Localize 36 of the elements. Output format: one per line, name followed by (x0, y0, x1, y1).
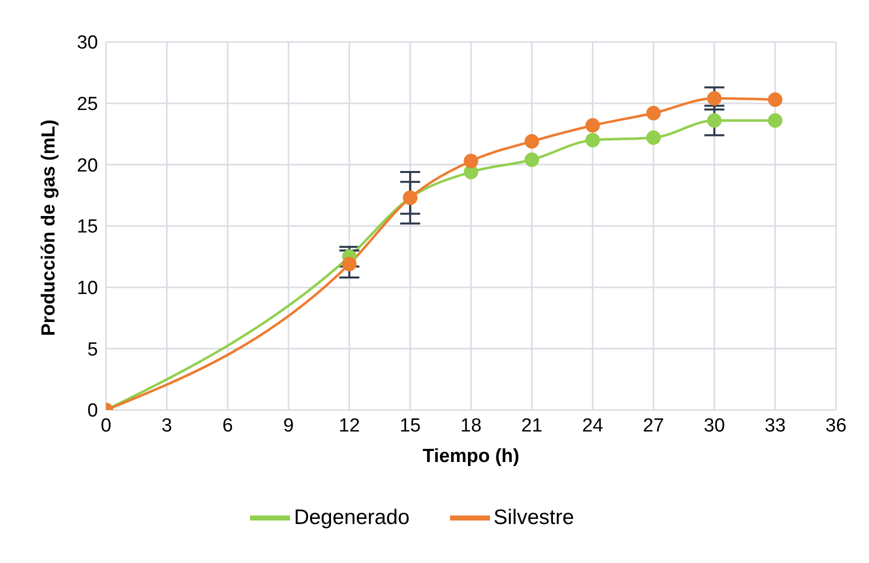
y-tick-label: 5 (87, 339, 98, 360)
y-tick-label: 15 (76, 216, 98, 238)
point (646, 106, 661, 120)
point (707, 113, 722, 128)
point (768, 113, 782, 128)
x-tick-label: 24 (582, 415, 604, 436)
y-tick-label: 30 (76, 32, 98, 54)
x-axis-title: Tiempo (h) (422, 446, 520, 467)
x-tick-label: 30 (704, 415, 725, 436)
point (646, 130, 661, 145)
point (524, 134, 540, 149)
y-tick-label: 10 (76, 278, 98, 300)
point (707, 91, 722, 106)
x-tick-label: 12 (338, 415, 360, 436)
point (585, 132, 600, 148)
x-tick-label: 9 (283, 415, 294, 436)
y-tick-label: 0 (87, 400, 98, 422)
x-tick-label: 21 (521, 415, 542, 436)
point (524, 152, 540, 168)
point (585, 118, 600, 133)
x-tick-label: 0 (100, 415, 112, 436)
x-tick-label: 18 (460, 415, 482, 436)
y-tick-label: 25 (76, 94, 98, 116)
point (342, 256, 357, 272)
legend-label: Silvestre (494, 506, 574, 529)
x-tick-label: 27 (642, 415, 664, 436)
x-tick-label: 15 (400, 415, 421, 436)
x-tick-label: 36 (825, 415, 847, 436)
point (464, 154, 478, 168)
y-tick-label: 20 (76, 155, 98, 176)
x-tick-label: 33 (764, 415, 786, 436)
legend-label: Degenerado (294, 506, 410, 529)
x-tick-label: 3 (162, 415, 172, 436)
x-tick-label: 6 (222, 415, 233, 436)
point (768, 92, 782, 107)
y-axis-title: Producción de gas (mL) (38, 120, 60, 336)
